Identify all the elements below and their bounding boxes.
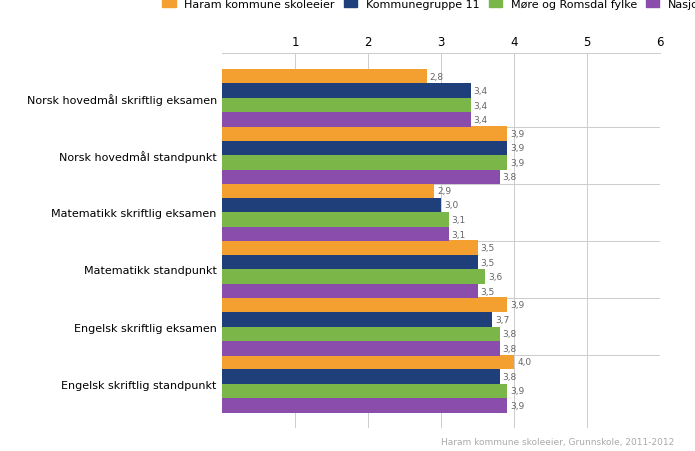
Bar bbox=[222, 184, 434, 198]
Legend: Haram kommune skoleeier, Kommunegruppe 11, Møre og Romsdal fylke, Nasjonalt: Haram kommune skoleeier, Kommunegruppe 1… bbox=[162, 0, 695, 10]
Bar bbox=[222, 270, 485, 284]
Bar bbox=[222, 69, 427, 84]
Bar bbox=[222, 213, 449, 227]
Text: 3,5: 3,5 bbox=[481, 258, 495, 267]
Bar bbox=[222, 170, 500, 185]
Bar bbox=[222, 298, 507, 312]
Text: Haram kommune skoleeier, Grunnskole, 2011-2012: Haram kommune skoleeier, Grunnskole, 201… bbox=[441, 437, 674, 446]
Text: 3,8: 3,8 bbox=[502, 330, 517, 339]
Text: 3,4: 3,4 bbox=[473, 101, 488, 110]
Bar bbox=[222, 255, 478, 270]
Text: 2,9: 2,9 bbox=[437, 187, 451, 195]
Text: 3,5: 3,5 bbox=[481, 287, 495, 296]
Text: 3,4: 3,4 bbox=[473, 116, 488, 125]
Bar bbox=[222, 141, 507, 156]
Bar bbox=[222, 398, 507, 413]
Text: 4,0: 4,0 bbox=[517, 358, 532, 367]
Bar bbox=[222, 127, 507, 141]
Text: 3,9: 3,9 bbox=[510, 401, 524, 410]
Bar bbox=[222, 84, 471, 99]
Text: 3,5: 3,5 bbox=[481, 244, 495, 253]
Text: 3,4: 3,4 bbox=[473, 87, 488, 96]
Text: 3,8: 3,8 bbox=[502, 173, 517, 182]
Text: 3,9: 3,9 bbox=[510, 300, 524, 309]
Text: 3,6: 3,6 bbox=[488, 272, 502, 281]
Bar bbox=[222, 312, 492, 327]
Text: 3,9: 3,9 bbox=[510, 129, 524, 138]
Bar bbox=[222, 384, 507, 398]
Text: 3,7: 3,7 bbox=[496, 315, 509, 324]
Bar bbox=[222, 355, 514, 369]
Text: 2,8: 2,8 bbox=[430, 73, 444, 82]
Bar bbox=[222, 327, 500, 341]
Bar bbox=[222, 198, 441, 213]
Bar bbox=[222, 369, 500, 384]
Text: 3,9: 3,9 bbox=[510, 158, 524, 167]
Bar bbox=[222, 227, 449, 242]
Text: 3,1: 3,1 bbox=[452, 230, 466, 239]
Text: 3,9: 3,9 bbox=[510, 144, 524, 153]
Bar bbox=[222, 113, 471, 128]
Bar bbox=[222, 156, 507, 170]
Text: 3,1: 3,1 bbox=[452, 216, 466, 225]
Bar bbox=[222, 341, 500, 356]
Text: 3,0: 3,0 bbox=[444, 201, 459, 210]
Text: 3,9: 3,9 bbox=[510, 387, 524, 396]
Bar bbox=[222, 284, 478, 299]
Text: 3,8: 3,8 bbox=[502, 372, 517, 381]
Bar bbox=[222, 99, 471, 113]
Text: 3,8: 3,8 bbox=[502, 344, 517, 353]
Bar bbox=[222, 241, 478, 255]
